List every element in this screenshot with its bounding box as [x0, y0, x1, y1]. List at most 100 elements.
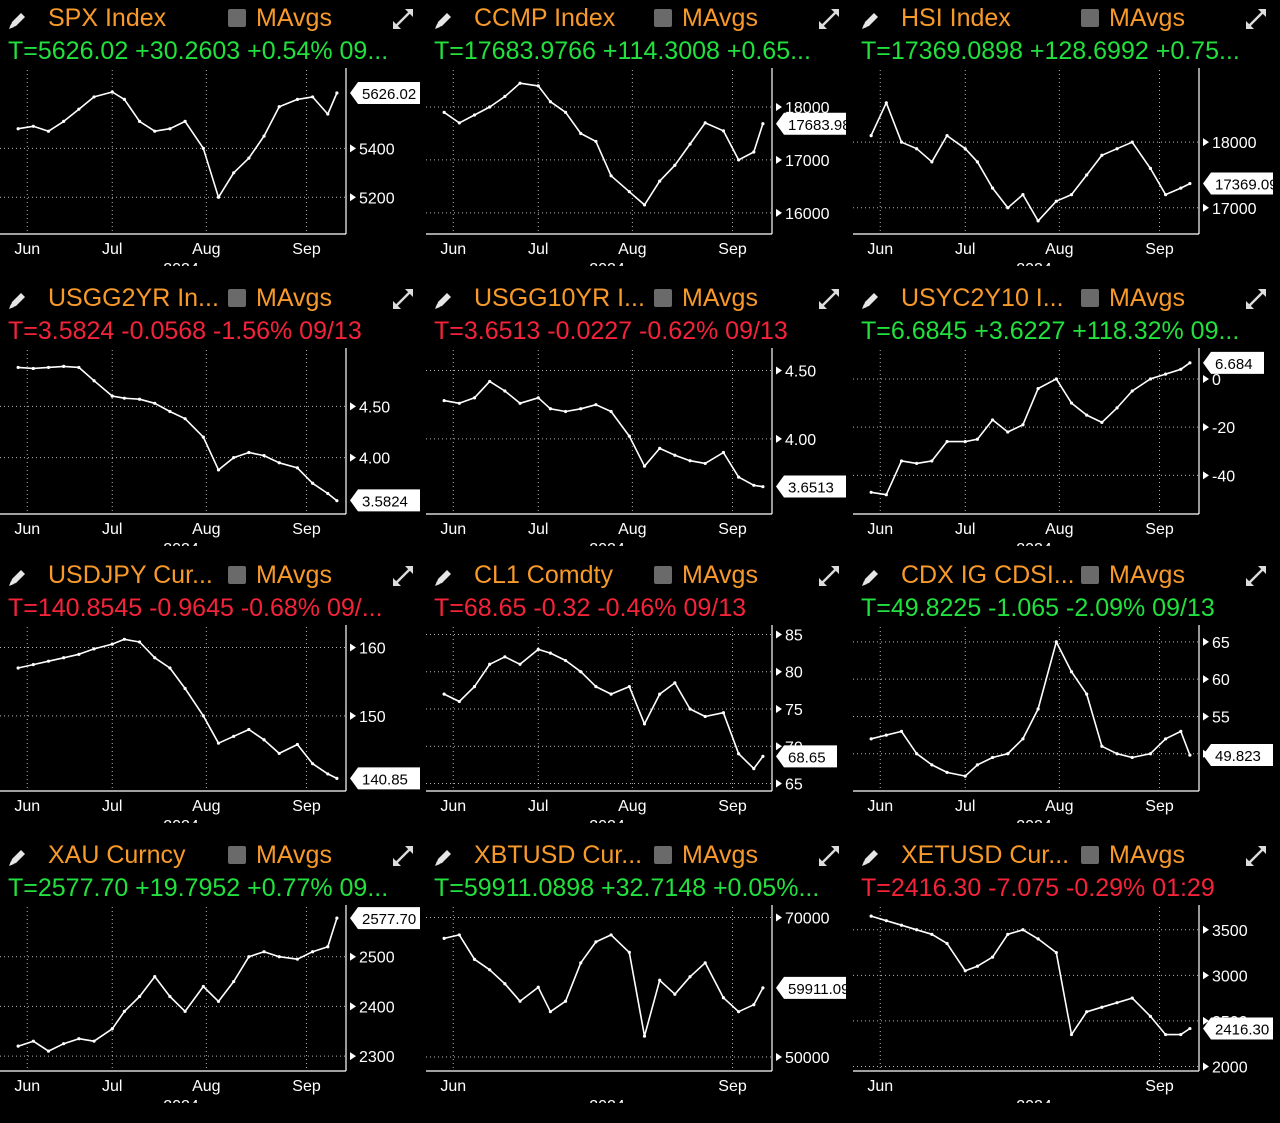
data-point — [990, 755, 995, 760]
mavgs-checkbox[interactable] — [1081, 289, 1099, 307]
security-title[interactable]: SPX Index — [48, 4, 167, 32]
data-point — [457, 933, 461, 937]
data-point — [688, 975, 692, 979]
security-title[interactable]: USGG10YR I... — [474, 284, 645, 312]
security-title[interactable]: CDX IG CDSI... — [901, 561, 1075, 589]
expand-icon[interactable] — [816, 563, 842, 589]
data-point — [963, 969, 967, 973]
pencil-icon[interactable] — [859, 567, 881, 589]
y-tick-label: 3500 — [1212, 923, 1248, 940]
price-chart[interactable]: Jun Jul Aug Sep 2024 4.00 4.50 3.6513 — [426, 346, 846, 546]
data-point — [46, 1049, 51, 1053]
mavgs-checkbox[interactable] — [654, 289, 672, 307]
expand-icon[interactable] — [390, 563, 416, 589]
pencil-icon[interactable] — [6, 847, 28, 869]
price-chart[interactable]: Jun Jul Aug Sep 2024 -40 -20 06.684 — [853, 346, 1273, 546]
price-chart[interactable]: Jun Jul Aug Sep 2024 17000 18000 17369.09 — [853, 66, 1273, 266]
expand-icon[interactable] — [1243, 286, 1269, 312]
mavgs-checkbox[interactable] — [228, 846, 246, 864]
expand-icon[interactable] — [816, 6, 842, 32]
y-tick-label: 2500 — [359, 950, 395, 967]
data-point — [311, 481, 315, 485]
last-price-label: 17369.09 — [1215, 177, 1273, 194]
price-status: T=68.65 -0.32 -0.46% 09/13 — [434, 594, 747, 622]
expand-icon[interactable] — [1243, 6, 1269, 32]
pencil-icon[interactable] — [432, 847, 454, 869]
data-point — [884, 919, 888, 923]
data-point — [579, 407, 583, 411]
pencil-icon[interactable] — [6, 10, 28, 32]
security-title[interactable]: HSI Index — [901, 4, 1011, 32]
price-chart[interactable]: Jun Sep 2024 50000 70000 59911.09 — [426, 903, 846, 1103]
mavgs-checkbox[interactable] — [654, 566, 672, 584]
data-point — [201, 435, 205, 439]
last-price-tag — [1203, 172, 1273, 195]
pencil-icon[interactable] — [6, 567, 28, 589]
security-title[interactable]: USDJPY Cur... — [48, 561, 213, 589]
pencil-icon[interactable] — [859, 10, 881, 32]
data-point — [594, 940, 598, 944]
expand-icon[interactable] — [1243, 563, 1269, 589]
last-price-label: 2416.30 — [1215, 1022, 1269, 1039]
mavgs-checkbox[interactable] — [1081, 566, 1099, 584]
security-title[interactable]: XETUSD Cur... — [901, 841, 1070, 869]
expand-icon[interactable] — [390, 286, 416, 312]
year-label: 2024 — [1016, 261, 1052, 266]
security-title[interactable]: CL1 Comdty — [474, 561, 613, 589]
data-point — [247, 955, 251, 959]
price-chart[interactable]: Jun Jul Aug Sep 2024 5200 5400 5626.02 — [0, 66, 420, 266]
data-point — [1100, 744, 1104, 748]
price-chart[interactable]: Jun Jul Aug Sep 2024 150 160 140.85 — [0, 623, 420, 823]
price-chart[interactable]: JunJulAugSep2024657075808568.65 — [426, 623, 846, 823]
pencil-icon[interactable] — [432, 567, 454, 589]
price-chart[interactable]: JunJulAugSep20245055606549.823 — [853, 623, 1273, 823]
security-title[interactable]: USYC2Y10 I... — [901, 284, 1064, 312]
pencil-icon[interactable] — [859, 847, 881, 869]
data-point — [326, 112, 330, 116]
data-point — [899, 459, 904, 463]
price-series-line — [17, 917, 338, 1052]
expand-icon[interactable] — [1243, 843, 1269, 869]
data-point — [737, 158, 741, 162]
security-title[interactable]: USGG2YR In... — [48, 284, 219, 312]
mavgs-checkbox[interactable] — [1081, 846, 1099, 864]
expand-icon[interactable] — [390, 6, 416, 32]
data-point — [122, 396, 126, 400]
pencil-icon[interactable] — [432, 290, 454, 312]
data-point — [1069, 1032, 1074, 1037]
expand-icon[interactable] — [816, 286, 842, 312]
data-point — [442, 692, 446, 696]
pencil-icon[interactable] — [432, 10, 454, 32]
security-title[interactable]: CCMP Index — [474, 4, 616, 32]
data-point — [945, 941, 949, 946]
expand-icon[interactable] — [816, 843, 842, 869]
security-title[interactable]: XAU Curncy — [48, 841, 186, 869]
mavgs-checkbox[interactable] — [654, 846, 672, 864]
mavgs-checkbox[interactable] — [228, 9, 246, 27]
y-tick-label: 55 — [1212, 709, 1230, 726]
price-chart[interactable]: JunSep202420002500300035002416.30 — [853, 903, 1273, 1103]
pencil-icon[interactable] — [6, 290, 28, 312]
mavgs-checkbox[interactable] — [1081, 9, 1099, 27]
security-title[interactable]: XBTUSD Cur... — [474, 841, 643, 869]
data-point — [658, 692, 662, 696]
year-label: 2024 — [589, 261, 625, 266]
expand-icon[interactable] — [390, 843, 416, 869]
price-status: T=3.5824 -0.0568 -1.56% 09/13 — [8, 317, 362, 345]
mavgs-checkbox[interactable] — [228, 566, 246, 584]
price-chart[interactable]: Jun Jul Aug Sep 2024 4.00 4.50 3.5824 — [0, 346, 420, 546]
year-label: 2024 — [589, 541, 625, 546]
data-point — [472, 957, 477, 961]
data-point — [761, 986, 765, 990]
x-tick-label: Jun — [440, 798, 466, 815]
data-point — [153, 401, 157, 405]
data-point — [1085, 413, 1089, 417]
price-chart[interactable]: JunJulAugSep202416000170001800017683.98 — [426, 66, 846, 266]
mavgs-checkbox[interactable] — [654, 9, 672, 27]
price-chart[interactable]: Jun Jul Aug Sep 2024 2300 2400 2500 2577.70 — [0, 903, 420, 1103]
mavgs-checkbox[interactable] — [228, 289, 246, 307]
data-point — [1148, 1014, 1153, 1018]
y-tick-label: -20 — [1212, 420, 1235, 437]
pencil-icon[interactable] — [859, 290, 881, 312]
y-tick-label: 4.50 — [785, 364, 816, 381]
